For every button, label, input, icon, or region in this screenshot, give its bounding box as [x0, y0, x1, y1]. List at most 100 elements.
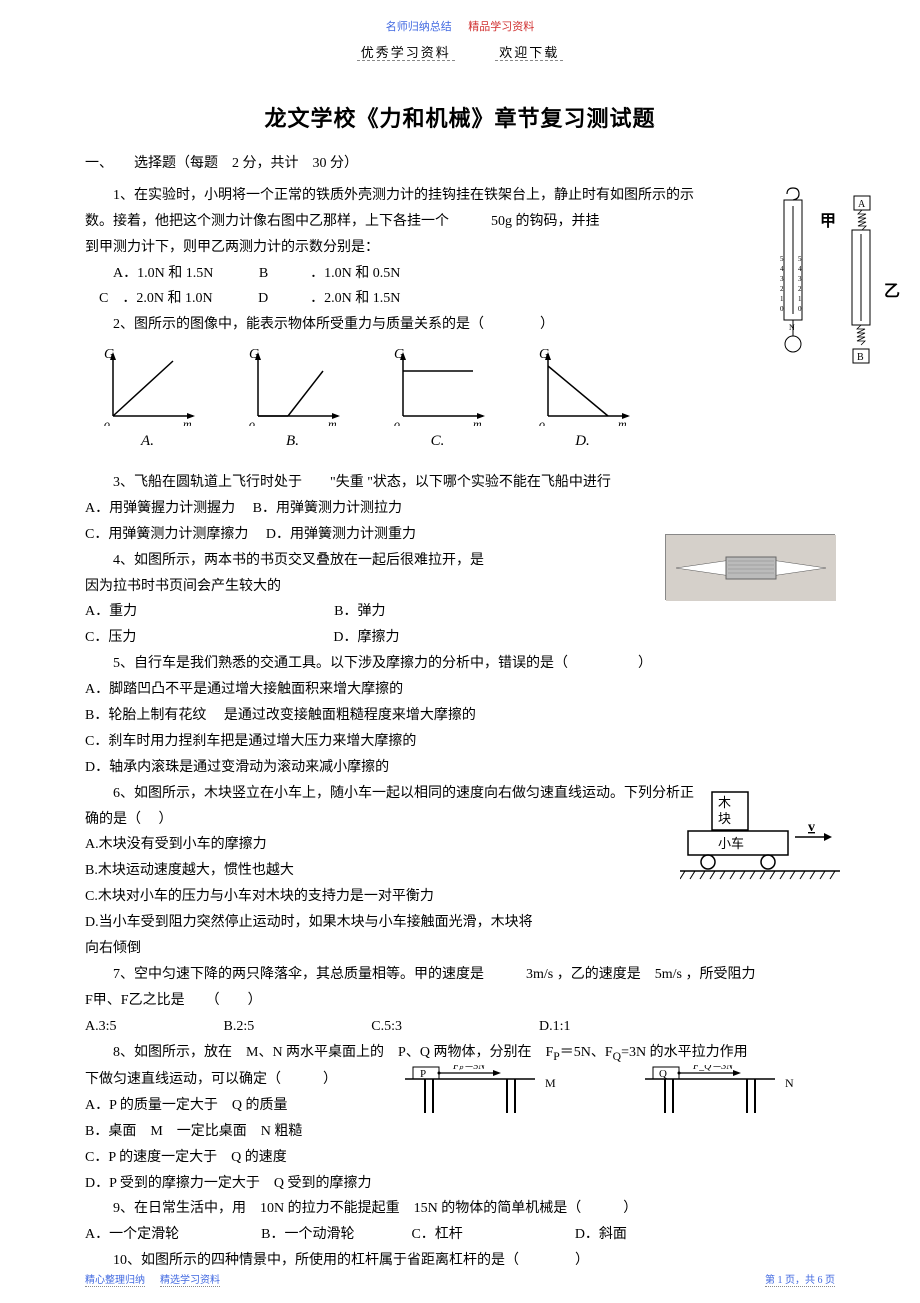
svg-text:F_Q＝3N: F_Q＝3N [692, 1065, 734, 1072]
q1-line3: 到甲测力计下，则甲乙两测力计的示数分别是： [85, 235, 835, 261]
q3-optC: C．用弹簧测力计测摩擦力 [85, 527, 248, 542]
q9-text: 9、在日常生活中，用 10N 的拉力不能提起重 15N 的物体的简单机械是（ ） [85, 1196, 835, 1222]
cart-figure: 木 块 小车 v [680, 787, 840, 887]
q5-optC: C．刹车时用力捏刹车把是通过增大压力来增大摩擦的 [85, 729, 835, 755]
q4-optA: A．重力 [85, 604, 137, 619]
document-title: 龙文学校《力和机械》章节复习测试题 [85, 101, 835, 133]
svg-text:o: o [249, 417, 255, 426]
q1-optA: A．1.0N 和 1.5N [113, 266, 213, 281]
svg-text:o: o [539, 417, 545, 426]
svg-text:3: 3 [780, 275, 784, 283]
svg-text:木: 木 [718, 795, 731, 810]
svg-text:v: v [808, 820, 815, 835]
q5-optD: D．轴承内滚珠是通过变滑动为滚动来减小摩擦的 [85, 755, 835, 781]
q2-label-b: B. [230, 428, 355, 456]
q8-optD: D．P 受到的摩擦力一定大于 Q 受到的摩擦力 [85, 1171, 835, 1197]
svg-text:Fₚ＝5N: Fₚ＝5N [452, 1065, 486, 1072]
q8-line1: 8、如图所示，放在 M、N 两水平桌面上的 P、Q 两物体，分别在 FP＝5N、… [85, 1040, 835, 1067]
q4-optC: C．压力 [85, 630, 136, 645]
q2-graph-d: G m o D. [520, 346, 645, 456]
q2-label-a: A. [85, 428, 210, 456]
q2-graph-b: G m o B. [230, 346, 355, 456]
q1-optC: C ．2.0N 和 1.0N [99, 291, 213, 306]
q2-text: 2、图所示的图像中，能表示物体所受重力与质量关系的是（ ） [85, 312, 835, 338]
q9-optD: D．斜面 [575, 1227, 627, 1242]
svg-text:0: 0 [780, 305, 784, 313]
q3-optB: B．用弹簧测力计测拉力 [253, 501, 402, 516]
q7-line1: 7、空中匀速下降的两只降落伞，其总质量相等。甲的速度是 3m/s ，乙的速度是 … [85, 962, 835, 988]
svg-text:甲: 甲 [820, 212, 836, 230]
svg-text:M: M [545, 1076, 556, 1090]
svg-text:2: 2 [780, 285, 784, 293]
q9-optA: A．一个定滑轮 [85, 1227, 179, 1242]
q1-line2: 数。接着，他把这个测力计像右图中乙那样，上下各挂一个 50g 的钩码，并挂 [85, 209, 835, 235]
page-footer: 精心整理归纳 精选学习资料 第 1 页，共 6 页 [85, 1271, 835, 1287]
subheader-part1: 优秀学习资料 [357, 45, 455, 61]
svg-text:A: A [858, 199, 866, 210]
svg-text:1: 1 [780, 295, 784, 303]
header-red: 精品学习资料 [468, 21, 534, 33]
books-figure [665, 534, 835, 600]
svg-text:小车: 小车 [718, 836, 744, 851]
spring-scale-figure: 5 5 4 4 3 3 2 2 1 1 0 0 N 甲 A B 乙 [762, 186, 902, 386]
svg-text:N: N [789, 323, 795, 332]
q1-optB: B ．1.0N 和 0.5N [259, 266, 401, 281]
q7-optD: D.1:1 [539, 1019, 571, 1034]
svg-text:5: 5 [780, 255, 784, 263]
svg-text:m: m [473, 417, 482, 426]
footer-right: 第 1 页，共 6 页 [765, 1271, 835, 1287]
svg-text:P: P [420, 1068, 426, 1080]
q1-line1: 1、在实验时，小明将一个正常的铁质外壳测力计的挂钩挂在铁架台上，静止时有如图所示… [85, 183, 835, 209]
q9-optC: C．杠杆 [411, 1227, 462, 1242]
q8-optB: B．桌面 M 一定比桌面 N 粗糙 [85, 1119, 835, 1145]
svg-text:m: m [183, 417, 192, 426]
svg-text:乙: 乙 [884, 283, 900, 300]
svg-text:o: o [104, 417, 110, 426]
q7-optC: C.5:3 [371, 1019, 402, 1034]
q2-graph-a: G m o A. [85, 346, 210, 456]
q3-optA: A．用弹簧握力计测握力 [85, 501, 235, 516]
svg-text:块: 块 [718, 811, 731, 826]
svg-text:5: 5 [798, 255, 802, 263]
q2-graph-c: G m o C. [375, 346, 500, 456]
q5-text: 5、自行车是我们熟悉的交通工具。以下涉及摩擦力的分析中，错误的是（ ） [85, 651, 835, 677]
svg-text:o: o [394, 417, 400, 426]
page-header: 名师归纳总结 精品学习资料 [85, 0, 835, 34]
q1-options-row2: C ．2.0N 和 1.0N D ．2.0N 和 1.5N [85, 286, 835, 312]
svg-text:m: m [328, 417, 337, 426]
svg-text:Q: Q [659, 1068, 667, 1080]
q4-row2: C．压力 D．摩擦力 [85, 625, 835, 651]
svg-text:2: 2 [798, 285, 802, 293]
q7-line2: F甲、F乙之比是 （ ） [85, 988, 835, 1014]
q4-row1: A．重力 B．弹力 [85, 599, 835, 625]
q3-optD: D．用弹簧测力计测重力 [266, 527, 416, 542]
svg-text:0: 0 [798, 305, 802, 313]
footer-left: 精心整理归纳 精选学习资料 [85, 1271, 220, 1287]
q7-opts: A.3:5 B.2:5 C.5:3 D.1:1 [85, 1014, 835, 1040]
svg-text:4: 4 [798, 265, 802, 273]
page-subheader: 优秀学习资料 欢迎下载 [85, 42, 835, 61]
subheader-part2: 欢迎下载 [495, 45, 563, 61]
q2-graphs: G m o A. G m o B. [85, 346, 645, 456]
q3-row1: A．用弹簧握力计测握力 B．用弹簧测力计测拉力 [85, 496, 835, 522]
q6-optC: C.木块对小车的压力与小车对木块的支持力是一对平衡力 [85, 884, 835, 910]
section-heading: 一、 选择题（每题 2 分，共计 30 分） [85, 151, 835, 177]
q8-tables-figure: P Fₚ＝5N M Q F_Q＝3N N [405, 1065, 835, 1120]
svg-text:3: 3 [798, 275, 802, 283]
svg-text:m: m [618, 417, 627, 426]
q9-optB: B．一个动滑轮 [261, 1227, 354, 1242]
svg-text:B: B [857, 352, 864, 363]
q2-label-c: C. [375, 428, 500, 456]
q4-optD: D．摩擦力 [333, 630, 399, 645]
q6-optD2: 向右倾倒 [85, 936, 835, 962]
q1-options-row1: A．1.0N 和 1.5N B ．1.0N 和 0.5N [85, 261, 835, 287]
q5-optB: B．轮胎上制有花纹 是通过改变接触面粗糙程度来增大摩擦的 [85, 703, 835, 729]
q7-optA: A.3:5 [85, 1019, 117, 1034]
svg-text:1: 1 [798, 295, 802, 303]
svg-text:4: 4 [780, 265, 784, 273]
q9-opts: A．一个定滑轮 B．一个动滑轮 C．杠杆 D．斜面 [85, 1222, 835, 1248]
q4-optB: B．弹力 [334, 604, 385, 619]
q3-text: 3、飞船在圆轨道上飞行时处于 "失重 "状态，以下哪个实验不能在飞船中进行 [85, 470, 835, 496]
q6-optD: D.当小车受到阻力突然停止运动时，如果木块与小车接触面光滑，木块将 [85, 910, 835, 936]
q1-optD: D ．2.0N 和 1.5N [258, 291, 400, 306]
